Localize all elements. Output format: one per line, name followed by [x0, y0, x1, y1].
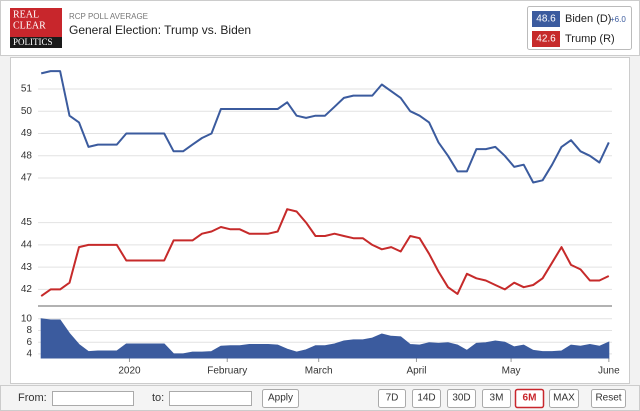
range-label: 6M [523, 393, 537, 404]
from-label: From: [18, 392, 47, 404]
range-label: 14D [417, 393, 435, 404]
range-button[interactable] [412, 389, 441, 408]
y-tick-label: 4 [26, 349, 32, 360]
logo-text: CLEAR [13, 20, 46, 31]
x-tick-label: April [406, 366, 426, 377]
title: General Election: Trump vs. Biden [69, 23, 251, 37]
apply-label: Apply [268, 393, 293, 404]
legend-spread: +6.0 [610, 15, 626, 24]
x-tick-label: June [598, 366, 620, 377]
y-tick-label: 48 [21, 150, 33, 161]
reset-button[interactable] [591, 389, 626, 408]
apply-button[interactable] [262, 389, 299, 408]
from-input[interactable] [52, 391, 134, 406]
spread-area [40, 318, 610, 359]
y-tick-label: 42 [21, 284, 33, 295]
legend-swatch [532, 31, 560, 47]
y-tick-label: 6 [26, 337, 32, 348]
range-label: 3M [490, 393, 504, 404]
range-button[interactable] [378, 389, 406, 408]
y-tick-label: 45 [21, 217, 33, 228]
y-tick-label: 47 [21, 173, 33, 184]
range-button[interactable] [514, 388, 545, 409]
x-tick-label: 2020 [118, 366, 141, 377]
range-label: 30D [452, 393, 470, 404]
to-label: to: [152, 392, 164, 404]
legend-name: Trump (R) [565, 33, 615, 45]
logo-text: POLITICS [13, 37, 53, 47]
y-tick-label: 50 [21, 106, 33, 117]
reset-label: Reset [595, 393, 621, 404]
y-tick-label: 43 [21, 262, 33, 273]
logo-text: REAL [13, 9, 39, 20]
range-label: MAX [553, 393, 575, 404]
kicker: RCP POLL AVERAGE [69, 12, 148, 21]
range-button[interactable] [447, 389, 476, 408]
x-tick-label: March [305, 366, 333, 377]
range-label: 7D [386, 393, 399, 404]
legend-swatch [532, 11, 560, 27]
y-tick-label: 49 [21, 128, 33, 139]
y-tick-label: 51 [21, 84, 33, 95]
chart-frame [10, 57, 630, 384]
x-tick-label: February [207, 366, 247, 377]
logo-band [10, 37, 62, 48]
legend-value: 48.6 [536, 14, 556, 25]
range-button[interactable] [482, 389, 511, 408]
to-input[interactable] [169, 391, 252, 406]
series-line [40, 70, 610, 184]
legend-name: Biden (D) [565, 13, 611, 25]
range-button[interactable] [549, 389, 579, 408]
y-tick-label: 10 [21, 313, 33, 324]
series-line [40, 208, 610, 297]
y-tick-label: 44 [21, 240, 33, 251]
x-tick-label: May [502, 366, 521, 377]
legend-value: 42.6 [536, 34, 556, 45]
y-tick-label: 8 [26, 325, 32, 336]
